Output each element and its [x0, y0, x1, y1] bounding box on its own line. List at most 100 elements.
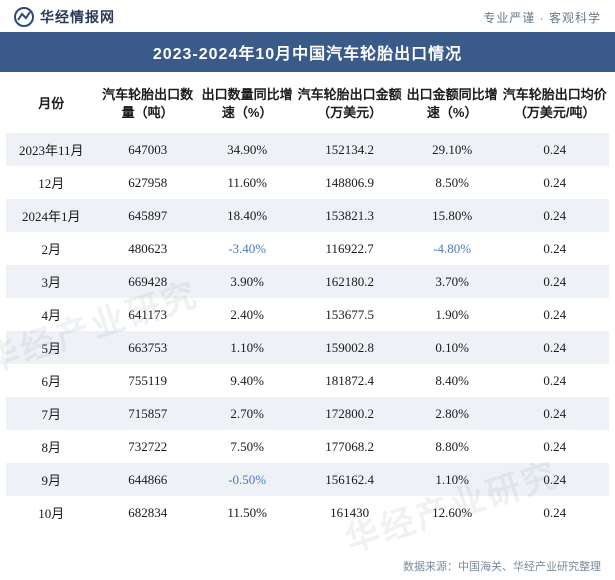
cell-qty: 732722 [96, 430, 199, 463]
cell-qty: 663753 [96, 331, 199, 364]
cell-month: 2024年1月 [6, 199, 96, 232]
cell-qty-yoy: 34.90% [199, 133, 295, 166]
table-row: 2月480623-3.40%116922.7-4.80%0.24 [6, 232, 609, 265]
cell-qty: 669428 [96, 265, 199, 298]
cell-amt: 181872.4 [295, 364, 404, 397]
data-source-footer: 数据来源：中国海关、华经产业研究整理 [403, 558, 601, 574]
cell-price: 0.24 [500, 199, 609, 232]
cell-amt: 153677.5 [295, 298, 404, 331]
data-table-wrap: 月份 汽车轮胎出口数量（吨） 出口数量同比增速（%） 汽车轮胎出口金额（万美元）… [0, 72, 615, 529]
cell-amt: 161430 [295, 496, 404, 529]
cell-month: 2月 [6, 232, 96, 265]
cell-month: 4月 [6, 298, 96, 331]
cell-qty-yoy: 1.10% [199, 331, 295, 364]
table-header-row: 月份 汽车轮胎出口数量（吨） 出口数量同比增速（%） 汽车轮胎出口金额（万美元）… [6, 72, 609, 133]
cell-amt: 148806.9 [295, 166, 404, 199]
cell-qty-yoy: -3.40% [199, 232, 295, 265]
cell-qty: 627958 [96, 166, 199, 199]
table-body: 2023年11月64700334.90%152134.229.10%0.2412… [6, 133, 609, 529]
cell-amt-yoy: 1.90% [404, 298, 500, 331]
table-row: 2024年1月64589718.40%153821.315.80%0.24 [6, 199, 609, 232]
chart-title: 2023-2024年10月中国汽车轮胎出口情况 [0, 32, 615, 72]
cell-qty-yoy: -0.50% [199, 463, 295, 496]
cell-amt-yoy: 0.10% [404, 331, 500, 364]
cell-qty-yoy: 18.40% [199, 199, 295, 232]
cell-price: 0.24 [500, 232, 609, 265]
col-header-amt: 汽车轮胎出口金额（万美元） [295, 72, 404, 133]
table-row: 2023年11月64700334.90%152134.229.10%0.24 [6, 133, 609, 166]
cell-qty: 645897 [96, 199, 199, 232]
logo-text: 华经情报网 [40, 7, 115, 27]
table-row: 5月6637531.10%159002.80.10%0.24 [6, 331, 609, 364]
cell-amt: 152134.2 [295, 133, 404, 166]
table-row: 9月644866-0.50%156162.41.10%0.24 [6, 463, 609, 496]
cell-price: 0.24 [500, 133, 609, 166]
cell-qty: 755119 [96, 364, 199, 397]
cell-month: 12月 [6, 166, 96, 199]
cell-amt-yoy: 8.40% [404, 364, 500, 397]
header-bar: 华经情报网 专业严谨 · 客观科学 [0, 0, 615, 32]
cell-qty: 682834 [96, 496, 199, 529]
cell-price: 0.24 [500, 331, 609, 364]
table-row: 12月62795811.60%148806.98.50%0.24 [6, 166, 609, 199]
cell-month: 5月 [6, 331, 96, 364]
cell-price: 0.24 [500, 166, 609, 199]
cell-qty-yoy: 2.40% [199, 298, 295, 331]
cell-amt: 153821.3 [295, 199, 404, 232]
table-row: 4月6411732.40%153677.51.90%0.24 [6, 298, 609, 331]
cell-amt: 177068.2 [295, 430, 404, 463]
cell-qty: 715857 [96, 397, 199, 430]
col-header-qty: 汽车轮胎出口数量（吨） [96, 72, 199, 133]
col-header-price: 汽车轮胎出口均价（万美元/吨） [500, 72, 609, 133]
cell-amt: 172800.2 [295, 397, 404, 430]
logo-icon [14, 7, 34, 27]
cell-qty-yoy: 9.40% [199, 364, 295, 397]
cell-amt-yoy: -4.80% [404, 232, 500, 265]
cell-amt-yoy: 15.80% [404, 199, 500, 232]
cell-month: 6月 [6, 364, 96, 397]
cell-qty-yoy: 7.50% [199, 430, 295, 463]
cell-amt-yoy: 8.80% [404, 430, 500, 463]
cell-amt: 116922.7 [295, 232, 404, 265]
table-row: 10月68283411.50%16143012.60%0.24 [6, 496, 609, 529]
cell-amt-yoy: 1.10% [404, 463, 500, 496]
cell-amt: 156162.4 [295, 463, 404, 496]
cell-qty: 641173 [96, 298, 199, 331]
cell-month: 7月 [6, 397, 96, 430]
cell-month: 9月 [6, 463, 96, 496]
cell-amt: 162180.2 [295, 265, 404, 298]
cell-month: 2023年11月 [6, 133, 96, 166]
cell-amt-yoy: 12.60% [404, 496, 500, 529]
table-row: 8月7327227.50%177068.28.80%0.24 [6, 430, 609, 463]
cell-month: 10月 [6, 496, 96, 529]
cell-amt-yoy: 3.70% [404, 265, 500, 298]
cell-amt-yoy: 8.50% [404, 166, 500, 199]
cell-month: 8月 [6, 430, 96, 463]
cell-price: 0.24 [500, 364, 609, 397]
cell-qty: 480623 [96, 232, 199, 265]
table-row: 6月7551199.40%181872.48.40%0.24 [6, 364, 609, 397]
cell-qty-yoy: 11.50% [199, 496, 295, 529]
cell-price: 0.24 [500, 430, 609, 463]
cell-price: 0.24 [500, 265, 609, 298]
col-header-qty-yoy: 出口数量同比增速（%） [199, 72, 295, 133]
table-row: 7月7158572.70%172800.22.80%0.24 [6, 397, 609, 430]
cell-amt-yoy: 2.80% [404, 397, 500, 430]
cell-qty-yoy: 11.60% [199, 166, 295, 199]
cell-price: 0.24 [500, 463, 609, 496]
tagline: 专业严谨 · 客观科学 [483, 9, 601, 26]
cell-amt: 159002.8 [295, 331, 404, 364]
table-row: 3月6694283.90%162180.23.70%0.24 [6, 265, 609, 298]
cell-qty: 647003 [96, 133, 199, 166]
cell-month: 3月 [6, 265, 96, 298]
logo-block: 华经情报网 [14, 7, 115, 27]
cell-price: 0.24 [500, 397, 609, 430]
cell-price: 0.24 [500, 496, 609, 529]
cell-amt-yoy: 29.10% [404, 133, 500, 166]
cell-qty-yoy: 2.70% [199, 397, 295, 430]
cell-qty: 644866 [96, 463, 199, 496]
col-header-month: 月份 [6, 72, 96, 133]
cell-qty-yoy: 3.90% [199, 265, 295, 298]
cell-price: 0.24 [500, 298, 609, 331]
col-header-amt-yoy: 出口金额同比增速（%） [404, 72, 500, 133]
